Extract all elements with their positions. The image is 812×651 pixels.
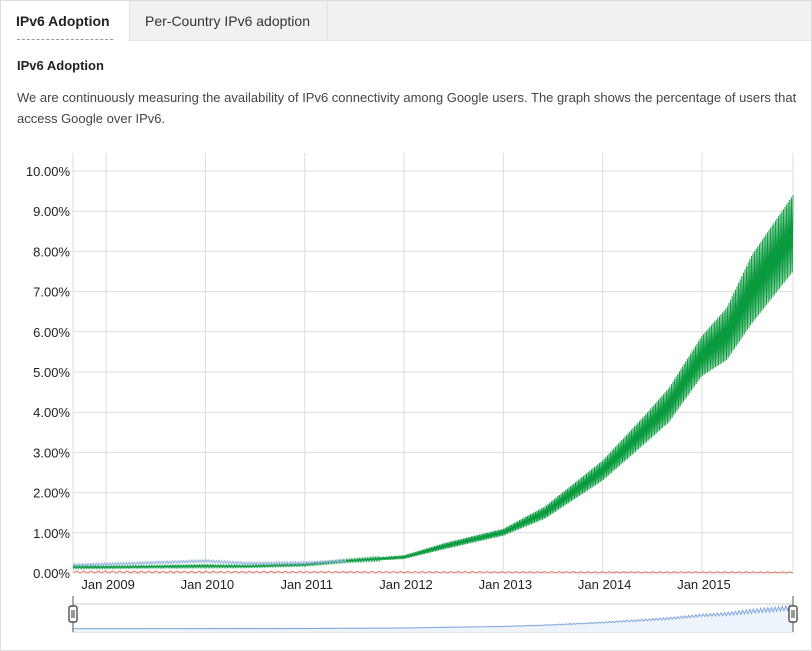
range-handle-right[interactable] <box>788 596 798 632</box>
x-axis-labels: Jan 2009 Jan 2010 Jan 2011 Jan 2012 Jan 2013… <box>81 577 730 592</box>
section-description: We are continuously measuring the availa… <box>17 90 797 126</box>
range-handle-left[interactable] <box>68 596 78 632</box>
x-tick-label: Jan 2012 <box>379 577 433 592</box>
series-line-2 <box>72 570 794 574</box>
x-tick-label: Jan 2013 <box>479 577 533 592</box>
section-title: IPv6 Adoption <box>17 58 104 73</box>
series-line-0 <box>72 195 794 570</box>
chart-gridlines <box>72 153 794 574</box>
y-tick-label: 8.00% <box>33 244 70 259</box>
y-axis-labels: 0.00% 1.00% 2.00% 3.00% 4.00% 5.00% 6.00% 7.00%… <box>26 164 71 581</box>
range-selector[interactable] <box>68 596 798 633</box>
x-tick-label: Jan 2015 <box>677 577 731 592</box>
y-tick-label: 0.00% <box>33 566 70 581</box>
range-selector-line <box>72 604 794 630</box>
y-tick-label: 9.00% <box>33 204 70 219</box>
tab-per-country-ipv6-adoption[interactable]: Per-Country IPv6 adoption <box>130 1 328 40</box>
y-tick-label: 3.00% <box>33 445 70 460</box>
chart-series <box>72 195 794 574</box>
x-tick-label: Jan 2014 <box>578 577 632 592</box>
tab-per-country-label: Per-Country IPv6 adoption <box>145 13 310 29</box>
tab-ipv6-adoption-label: IPv6 Adoption <box>16 13 110 29</box>
y-tick-label: 1.00% <box>33 526 70 541</box>
tab-ipv6-adoption[interactable]: IPv6 Adoption <box>1 1 130 41</box>
tab-bar: IPv6 Adoption Per-Country IPv6 adoption <box>1 1 811 41</box>
y-tick-label: 7.00% <box>33 285 70 300</box>
x-tick-label: Jan 2011 <box>280 577 333 592</box>
range-selector-area <box>73 605 793 632</box>
y-tick-label: 5.00% <box>33 365 70 380</box>
y-tick-label: 2.00% <box>33 486 70 501</box>
y-tick-label: 4.00% <box>33 405 70 420</box>
series-line-1 <box>72 558 347 568</box>
y-tick-label: 10.00% <box>26 164 71 179</box>
x-tick-label: Jan 2010 <box>181 577 235 592</box>
x-tick-label: Jan 2009 <box>81 577 135 592</box>
y-tick-label: 6.00% <box>33 325 70 340</box>
active-tab-underline <box>17 39 113 40</box>
